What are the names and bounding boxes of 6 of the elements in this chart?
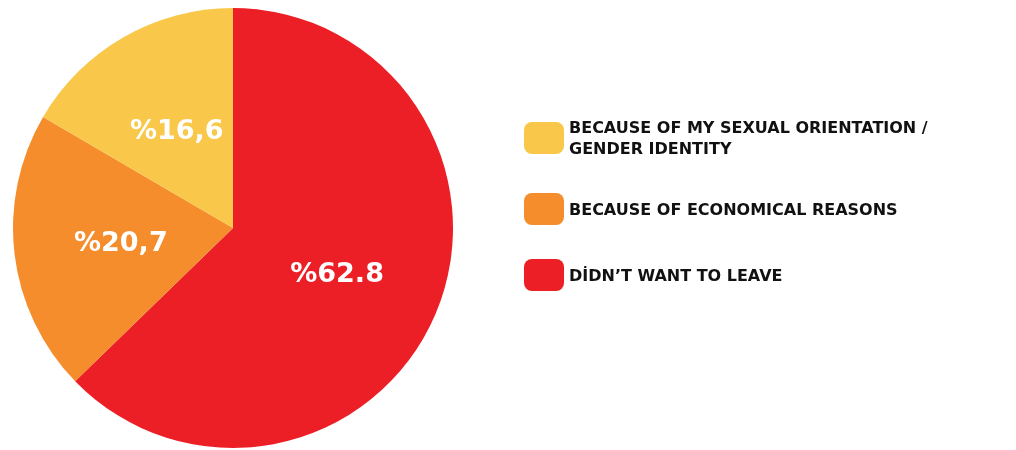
- data-label: %16,6: [129, 114, 224, 146]
- legend-label: DİDN’T WANT TO LEAVE: [569, 265, 783, 285]
- data-label: %62.8: [290, 256, 384, 288]
- legend-label: BECAUSE OF ECONOMICAL REASONS: [569, 199, 898, 219]
- data-label: %20,7: [73, 226, 168, 258]
- legend-label: BECAUSE OF MY SEXUAL ORIENTATION / GENDER IDENTITY: [569, 118, 934, 158]
